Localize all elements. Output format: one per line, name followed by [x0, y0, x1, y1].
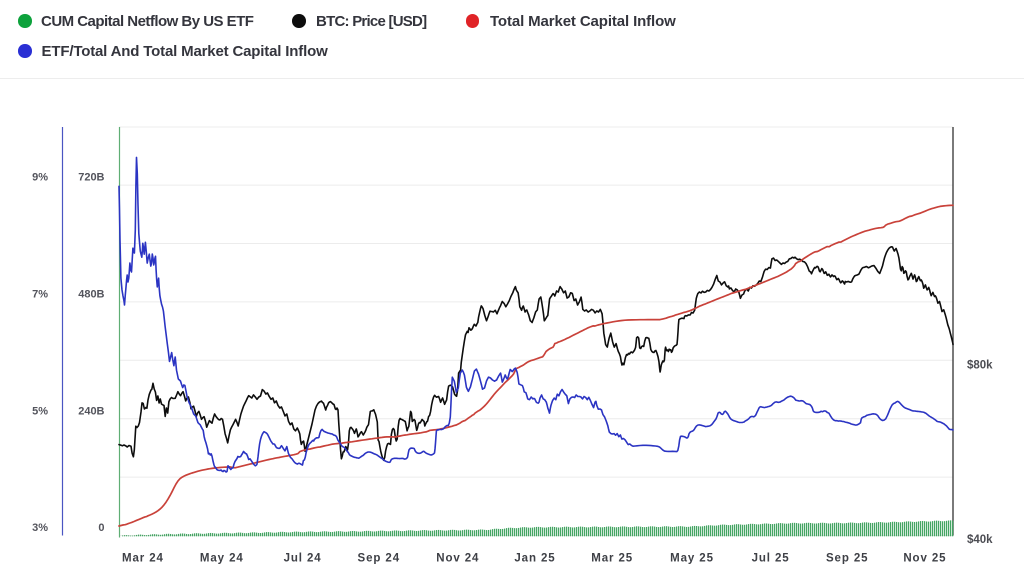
- svg-text:240B: 240B: [78, 406, 104, 418]
- svg-text:Jul 25: Jul 25: [752, 553, 790, 565]
- svg-text:Nov 24: Nov 24: [436, 553, 479, 565]
- svg-text:Sep 24: Sep 24: [358, 553, 400, 565]
- svg-text:$40k: $40k: [967, 534, 993, 546]
- svg-text:Sep 25: Sep 25: [826, 553, 868, 565]
- svg-text:720B: 720B: [78, 172, 104, 184]
- svg-text:May 25: May 25: [670, 553, 714, 565]
- svg-text:$80k: $80k: [967, 359, 993, 371]
- svg-text:Jan 25: Jan 25: [514, 553, 555, 565]
- svg-text:May 24: May 24: [200, 553, 244, 565]
- svg-text:0: 0: [98, 522, 104, 534]
- svg-text:3%: 3%: [32, 522, 48, 534]
- svg-text:Jul 24: Jul 24: [284, 553, 322, 565]
- svg-text:Mar 25: Mar 25: [591, 553, 633, 565]
- svg-text:5%: 5%: [32, 406, 48, 418]
- svg-text:480B: 480B: [78, 289, 104, 301]
- svg-text:Nov 25: Nov 25: [903, 553, 946, 565]
- svg-text:Mar 24: Mar 24: [122, 553, 164, 565]
- svg-text:9%: 9%: [32, 172, 48, 184]
- svg-text:7%: 7%: [32, 289, 48, 301]
